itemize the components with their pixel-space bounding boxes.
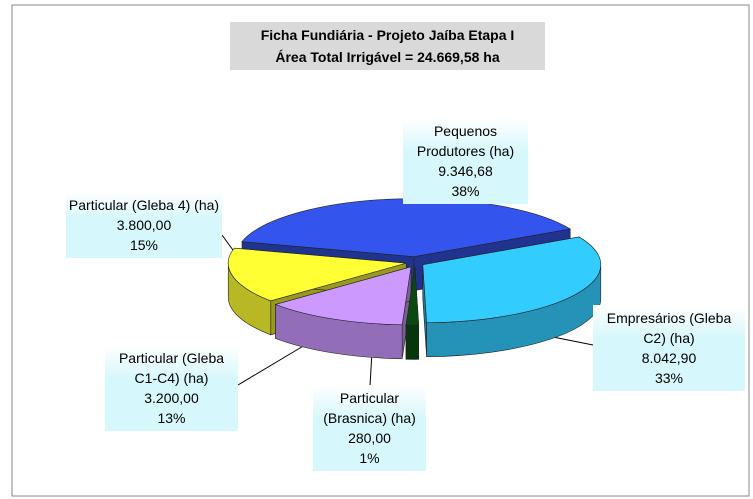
label-percent: 38% bbox=[451, 183, 480, 199]
label-percent: 13% bbox=[157, 410, 186, 426]
slice-wall bbox=[405, 325, 420, 360]
label-name: Pequenos Produtores (ha) bbox=[416, 123, 515, 159]
pie-tops bbox=[227, 198, 602, 326]
data-label: Pequenos Produtores (ha) 9.346,68 38% bbox=[403, 118, 528, 204]
label-value: 3.800,00 bbox=[116, 217, 172, 233]
label-value: 8.042,90 bbox=[641, 350, 697, 366]
label-value: 3.200,00 bbox=[144, 390, 199, 406]
title-box: Ficha Fundiária - Projeto Jaíba Etapa I … bbox=[230, 22, 545, 70]
label-name: Particular (Gleba 4) (ha) bbox=[68, 197, 220, 213]
label-percent: 33% bbox=[654, 370, 684, 386]
label-name: Empresários (Gleba C2) (ha) bbox=[606, 310, 732, 346]
label-value: 280,00 bbox=[348, 430, 391, 446]
slice bbox=[274, 266, 412, 326]
label-percent: 15% bbox=[129, 237, 159, 253]
label-value: 9.346,68 bbox=[438, 163, 493, 179]
chart-border bbox=[11, 4, 750, 497]
data-label: Particular (Gleba 4) (ha) 3.800,00 15% bbox=[66, 192, 222, 258]
label-name: Particular (Brasnica) (ha) bbox=[323, 390, 416, 426]
chart-subtitle: Área Total Irrigável = 24.669,58 ha bbox=[275, 49, 500, 65]
slice bbox=[227, 247, 407, 302]
data-label: Particular (Gleba C1-C4) (ha) 3.200,00 13% bbox=[105, 345, 238, 431]
leader-line bbox=[237, 344, 306, 386]
slice bbox=[422, 236, 602, 323]
chart-title: Ficha Fundiária - Projeto Jaíba Etapa I bbox=[260, 27, 515, 43]
data-label: Empresários (Gleba C2) (ha) 8.042,90 33% bbox=[593, 305, 745, 391]
label-percent: 1% bbox=[359, 450, 380, 466]
data-label: Particular (Brasnica) (ha) 280,00 1% bbox=[313, 385, 426, 471]
label-name: Particular (Gleba C1-C4) (ha) bbox=[118, 350, 225, 386]
slice bbox=[405, 267, 420, 326]
slice bbox=[241, 198, 572, 257]
